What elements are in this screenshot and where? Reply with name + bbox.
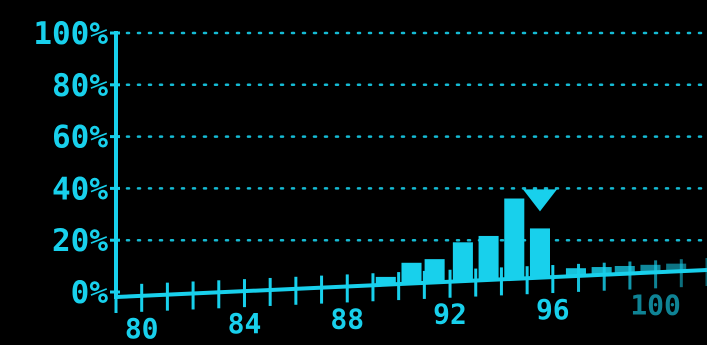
x-tick-label-80: 80: [125, 312, 159, 345]
x-tick-label-100: 100: [630, 288, 681, 321]
bar-6: [529, 228, 550, 278]
x-tick-label-88: 88: [330, 302, 364, 335]
bar-0: [375, 276, 396, 285]
bar-3: [452, 242, 473, 282]
bar-2: [424, 259, 445, 283]
y-tick-label-80: 80%: [52, 68, 108, 104]
bar-series: [375, 198, 687, 285]
y-tick-label-60: 60%: [52, 120, 108, 156]
bar-11: [666, 263, 687, 272]
y-tick-label-0: 0%: [71, 275, 109, 311]
axes: [110, 31, 707, 313]
x-tick-label-92: 92: [433, 298, 467, 331]
bar-5: [504, 198, 525, 279]
marker-layer: [522, 189, 557, 212]
bar-9: [614, 265, 635, 274]
x-tick-label-84: 84: [228, 307, 262, 340]
x-tick-label-96: 96: [536, 293, 570, 326]
x-axis-line: [115, 268, 707, 299]
gridlines: [114, 31, 707, 242]
y-tick-label-20: 20%: [52, 223, 108, 259]
bar-4: [478, 235, 499, 280]
bar-1: [401, 262, 422, 284]
peak-marker-triangle: [522, 189, 557, 212]
bar-7: [565, 268, 586, 276]
y-tick-label-40: 40%: [52, 171, 108, 207]
bar-10: [640, 264, 661, 273]
tick-labels: 0% 20% 40% 60% 80% 100% 80 84 88 92 96 100: [33, 16, 681, 345]
bar-8: [591, 267, 612, 275]
y-tick-label-100: 100%: [33, 16, 108, 52]
